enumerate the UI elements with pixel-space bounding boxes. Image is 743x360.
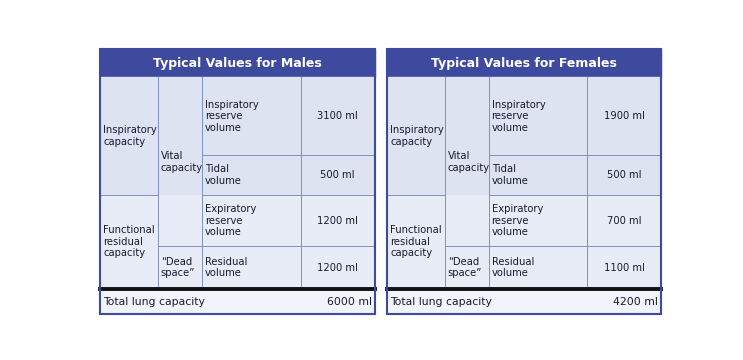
- Text: Total lung capacity: Total lung capacity: [390, 297, 492, 306]
- Text: Functional
residual
capacity: Functional residual capacity: [390, 225, 441, 258]
- Text: Inspiratory
reserve
volume: Inspiratory reserve volume: [205, 100, 259, 133]
- Text: Expiratory
reserve
volume: Expiratory reserve volume: [205, 204, 256, 237]
- Text: Inspiratory
reserve
volume: Inspiratory reserve volume: [492, 100, 545, 133]
- Bar: [387, 195, 661, 289]
- Bar: [100, 49, 374, 314]
- Text: Inspiratory
capacity: Inspiratory capacity: [103, 125, 157, 147]
- Text: Residual
volume: Residual volume: [492, 257, 534, 278]
- Bar: [100, 49, 374, 77]
- Text: 500 ml: 500 ml: [607, 170, 642, 180]
- Text: 3100 ml: 3100 ml: [317, 111, 358, 121]
- Text: 6000 ml: 6000 ml: [326, 297, 372, 306]
- Bar: [100, 77, 374, 195]
- Text: 500 ml: 500 ml: [320, 170, 355, 180]
- Text: “Dead
space”: “Dead space”: [160, 257, 195, 278]
- Text: Vital
capacity: Vital capacity: [160, 151, 203, 172]
- Bar: [387, 49, 661, 77]
- Bar: [100, 195, 374, 289]
- Text: Functional
residual
capacity: Functional residual capacity: [103, 225, 155, 258]
- Text: “Dead
space”: “Dead space”: [448, 257, 482, 278]
- Text: Residual
volume: Residual volume: [205, 257, 247, 278]
- Bar: [387, 289, 661, 314]
- Text: 1900 ml: 1900 ml: [604, 111, 645, 121]
- Text: Tidal
volume: Tidal volume: [492, 164, 528, 186]
- Text: Typical Values for Females: Typical Values for Females: [431, 57, 617, 70]
- Text: 1100 ml: 1100 ml: [604, 263, 645, 273]
- Bar: [387, 49, 661, 314]
- Text: Inspiratory
capacity: Inspiratory capacity: [390, 125, 444, 147]
- Text: Vital
capacity: Vital capacity: [448, 151, 490, 172]
- Bar: [387, 77, 661, 195]
- Text: 1200 ml: 1200 ml: [317, 263, 358, 273]
- Bar: [100, 289, 374, 314]
- Text: Typical Values for Males: Typical Values for Males: [153, 57, 322, 70]
- Text: Tidal
volume: Tidal volume: [205, 164, 241, 186]
- Text: 4200 ml: 4200 ml: [614, 297, 658, 306]
- Text: 1200 ml: 1200 ml: [317, 216, 358, 226]
- Text: 700 ml: 700 ml: [607, 216, 642, 226]
- Text: Total lung capacity: Total lung capacity: [103, 297, 205, 306]
- Text: Expiratory
reserve
volume: Expiratory reserve volume: [492, 204, 543, 237]
